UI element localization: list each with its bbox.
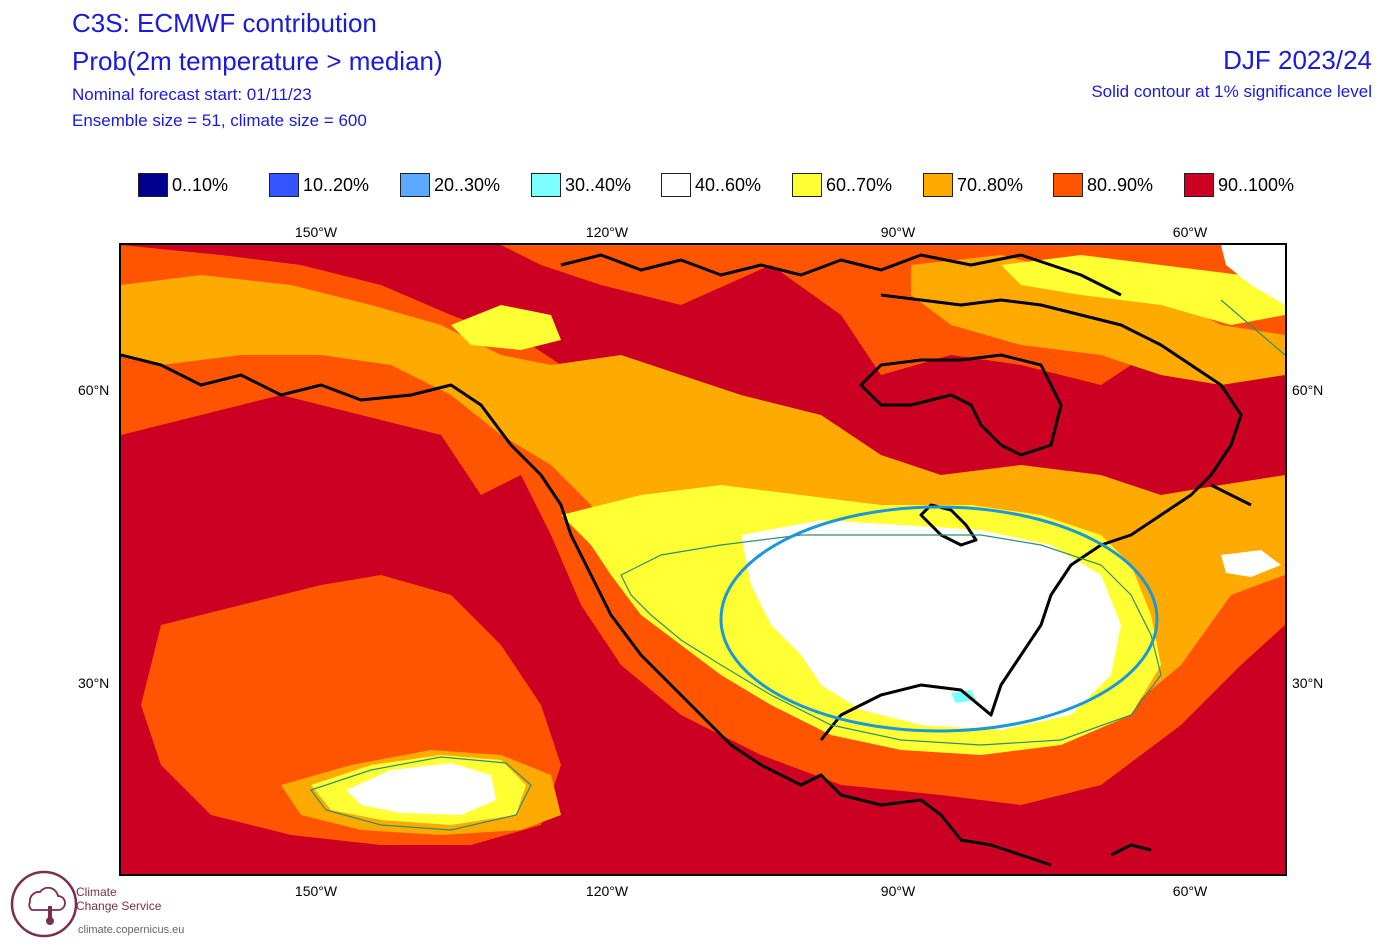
legend-swatch	[531, 173, 561, 197]
lat-label-left: 30°N	[78, 675, 110, 691]
legend-swatch	[269, 173, 299, 197]
legend-label: 0..10%	[172, 175, 229, 195]
lat-label-right: 60°N	[1292, 382, 1324, 398]
significance-note: Solid contour at 1% significance level	[1091, 82, 1372, 101]
lon-label-bottom: 60°W	[1172, 883, 1208, 899]
season-label: DJF 2023/24	[1223, 45, 1372, 75]
legend-label: 30..40%	[565, 175, 632, 195]
legend-label: 10..20%	[303, 175, 370, 195]
logo-text: Climate Change Service	[76, 885, 161, 913]
legend-swatch	[138, 173, 168, 197]
copernicus-logo	[10, 870, 78, 938]
logo-url: climate.copernicus.eu	[78, 924, 185, 936]
thermometer-cloud-icon	[28, 886, 66, 911]
legend-swatch	[1053, 173, 1083, 197]
lat-label-right: 30°N	[1292, 675, 1324, 691]
lon-label-bottom: 150°W	[294, 883, 338, 899]
probability-map	[119, 243, 1287, 876]
lon-label-bottom: 90°W	[880, 883, 916, 899]
map-canvas	[121, 245, 1285, 874]
logo-ring	[10, 870, 78, 938]
coastlines	[121, 253, 1252, 867]
lat-label-left: 60°N	[78, 382, 110, 398]
legend-swatch	[923, 173, 953, 197]
legend-label: 40..60%	[695, 175, 762, 195]
lon-label-top: 150°W	[294, 224, 338, 240]
map-subtitle: Prob(2m temperature > median)	[72, 46, 443, 76]
lon-label-top: 60°W	[1172, 224, 1208, 240]
field-30-40	[951, 690, 976, 703]
lon-label-top: 120°W	[585, 224, 629, 240]
thermometer-stem	[48, 906, 52, 920]
map-title: C3S: ECMWF contribution	[72, 8, 377, 38]
lon-label-bottom: 120°W	[585, 883, 629, 899]
legend-label: 80..90%	[1087, 175, 1154, 195]
legend-label: 70..80%	[957, 175, 1024, 195]
highlight-ellipse	[719, 505, 1159, 733]
legend-swatch	[1184, 173, 1214, 197]
field-40-60-arctic	[1221, 245, 1285, 305]
field-40-60-ne	[1221, 550, 1281, 577]
thermometer-bulb	[46, 917, 54, 925]
legend-swatch	[792, 173, 822, 197]
significance-contours	[310, 299, 1285, 831]
legend-swatch	[400, 173, 430, 197]
legend-label: 90..100%	[1218, 175, 1295, 195]
field-40-60-pacific	[346, 763, 496, 815]
legend-label: 60..70%	[826, 175, 893, 195]
legend-swatch	[661, 173, 691, 197]
lon-label-top: 90°W	[880, 224, 916, 240]
logo-name-line2: Change Service	[76, 899, 162, 913]
field-40-60	[741, 520, 1121, 730]
field-60-70-alaska	[451, 305, 561, 350]
legend-label: 20..30%	[434, 175, 501, 195]
forecast-start-label: Nominal forecast start: 01/11/23	[72, 85, 312, 104]
ensemble-info-label: Ensemble size = 51, climate size = 600	[72, 111, 367, 130]
logo-name-line1: Climate	[76, 885, 117, 899]
